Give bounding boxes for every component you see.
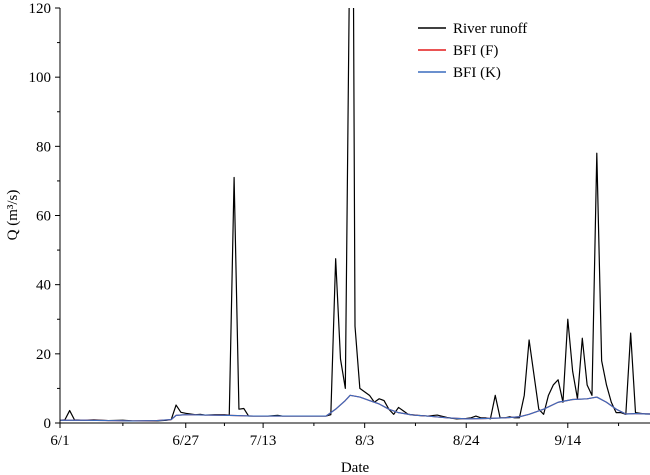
y-tick-label: 120 [29,1,52,17]
x-tick-label: 7/13 [250,433,277,449]
y-tick-label: 80 [36,139,51,155]
x-tick-label: 8/24 [453,433,480,449]
x-axis-title: Date [341,460,370,475]
x-tick-label: 6/1 [50,433,69,449]
y-axis-title: Q (m³/s) [5,190,21,241]
axes-layer: 0 20 40 60 80 100 120 6/1 6/27 7/13 8/3 8/24 9/14 [29,1,650,449]
y-tick-label: 0 [44,416,52,432]
legend-label: BFI (K) [453,65,501,81]
x-tick-label: 6/27 [172,433,199,449]
legend: River runoff BFI (F) BFI (K) [418,21,527,81]
y-tick-label: 60 [36,209,51,225]
series-line-bfi-k [60,394,650,422]
series-line-bfi-f [60,394,650,422]
series-line-river-runoff [60,8,650,422]
series-layer [60,8,650,422]
y-tick-label: 100 [29,70,52,86]
x-tick-label: 8/3 [355,433,374,449]
y-tick-label: 20 [36,347,51,363]
legend-label: River runoff [453,21,527,37]
x-tick-label: 9/14 [554,433,581,449]
y-tick-label: 40 [36,278,51,294]
legend-label: BFI (F) [453,43,498,59]
